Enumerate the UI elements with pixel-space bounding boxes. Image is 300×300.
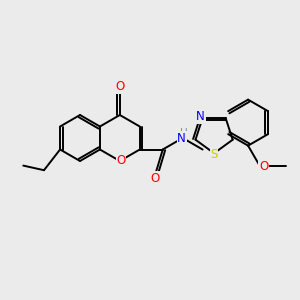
Text: O: O [116, 154, 125, 167]
Text: N: N [177, 131, 186, 145]
Text: N: N [196, 110, 205, 123]
Text: O: O [150, 172, 160, 184]
Text: O: O [115, 80, 124, 94]
Text: O: O [259, 160, 268, 173]
Text: H: H [180, 128, 188, 138]
Text: S: S [210, 148, 218, 161]
